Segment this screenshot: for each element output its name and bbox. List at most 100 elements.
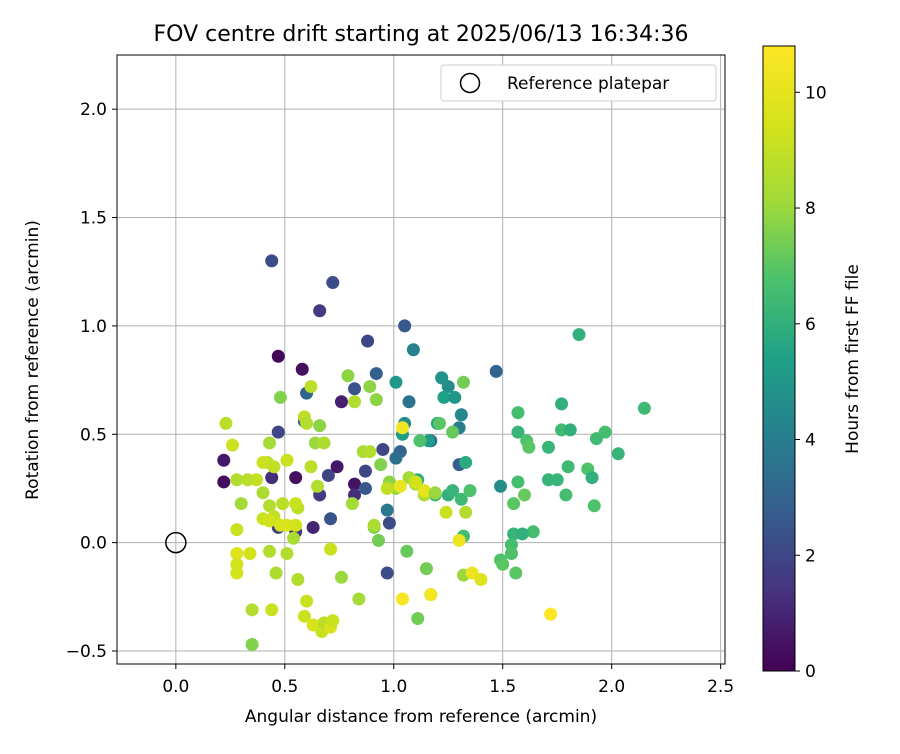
data-point [456,375,470,389]
data-point [550,473,564,487]
legend-reference-marker [459,72,481,94]
data-point [367,518,381,532]
data-point [380,566,394,580]
data-point [280,453,294,467]
data-point [398,319,412,333]
data-point [572,328,586,342]
data-point [511,425,525,439]
data-point [241,473,255,487]
y-tick-label: −0.5 [66,642,107,662]
data-point [395,592,409,606]
data-point [363,380,377,394]
data-point [474,572,488,586]
data-point [380,481,394,495]
data-point [324,542,338,556]
data-point [395,421,409,435]
data-point [452,533,466,547]
data-point [369,393,383,407]
data-point [265,603,279,617]
data-point [326,276,340,290]
data-point [265,471,279,485]
data-point [234,497,248,511]
y-tick-label: 2.0 [80,100,107,120]
y-tick-label: 0.5 [80,425,107,445]
reference-platepar-marker [165,531,187,554]
x-tick-label: 0.0 [162,677,189,697]
data-point [409,475,423,489]
data-point [324,512,338,526]
chart-title: FOV centre drift starting at 2025/06/13 … [154,22,689,47]
data-point [424,588,438,602]
data-point [330,460,344,474]
data-point [217,453,231,467]
data-point [406,343,420,357]
data-point [496,557,510,571]
data-point [389,451,403,465]
data-point [321,468,335,482]
data-point [413,434,427,448]
data-point [225,438,239,452]
data-point [459,505,473,519]
data-point [271,425,285,439]
data-point [280,546,294,560]
data-point [313,304,327,318]
x-tick-label: 1.0 [380,677,407,697]
data-point [369,367,383,381]
data-point [348,395,362,409]
data-point [417,484,431,498]
x-axis-label: Angular distance from reference (arcmin) [245,707,597,727]
data-point [389,375,403,389]
data-point [243,546,257,560]
data-point [541,440,555,454]
data-point [419,562,433,576]
x-tick-label: 2.5 [707,677,734,697]
colorbar-label: Hours from first FF file [843,264,863,454]
data-point [507,497,521,511]
data-point [334,395,348,409]
data-point [376,442,390,456]
colorbar: 0 2 4 6 8 10 Hours from first FF file [762,45,863,682]
data-point [522,440,536,454]
data-point [230,473,244,487]
data-point [611,447,625,461]
data-point [267,460,281,474]
data-point [300,416,314,430]
data-point [263,514,277,528]
colorbar-gradient [762,45,796,672]
data-point [439,505,453,519]
data-point [446,484,460,498]
data-point [380,503,394,517]
data-point [561,460,575,474]
data-point [326,614,340,628]
y-axis-ticks: −0.5 0.0 0.5 1.0 1.5 2.0 [66,100,117,662]
data-point [217,475,231,489]
y-tick-label: 1.5 [80,209,107,229]
colorbar-tick-label: 4 [805,431,816,451]
data-point [511,475,525,489]
colorbar-ticks: 0 2 4 6 8 10 [795,83,827,682]
data-point [433,416,447,430]
data-point [526,525,540,539]
data-point [334,570,348,584]
data-point [265,254,279,268]
data-point [428,486,442,500]
data-point [297,609,311,623]
data-point [382,516,396,530]
data-point [363,445,377,459]
data-point [345,497,359,511]
colorbar-tick-label: 0 [805,662,816,682]
data-point [289,471,303,485]
data-point [358,481,372,495]
data-point [555,397,569,411]
data-point [291,572,305,586]
data-point [563,423,577,437]
data-point [402,395,416,409]
data-point [463,484,477,498]
data-point [637,401,651,415]
x-tick-label: 0.5 [271,677,298,697]
data-point [504,546,518,560]
x-axis-ticks: 0.0 0.5 1.0 1.5 2.0 2.5 [162,664,734,697]
legend-box [440,64,717,102]
reference-marker-layer [165,531,187,554]
data-point [341,369,355,383]
